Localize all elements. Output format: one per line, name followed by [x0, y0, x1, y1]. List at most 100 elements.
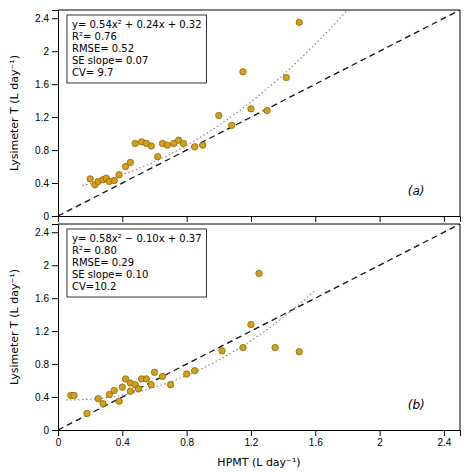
tick-mark [52, 298, 58, 299]
plot-area [58, 224, 460, 430]
tick-label: 0.8 [180, 437, 194, 448]
annotation: SE slope= 0.07 [72, 55, 148, 66]
tick-label: 1.2 [35, 326, 49, 337]
axis-line [59, 431, 461, 437]
tick: 1.2 [35, 326, 58, 337]
point [180, 140, 186, 146]
point [116, 172, 122, 178]
point [71, 392, 77, 398]
tick-label: 0.4 [116, 437, 130, 448]
point [228, 122, 234, 128]
point [248, 106, 254, 112]
point [296, 19, 302, 25]
point [240, 344, 246, 350]
tick-mark [52, 18, 58, 19]
tick: 2.4 [35, 13, 58, 24]
point [264, 107, 270, 113]
tick: 2.4 [35, 227, 58, 238]
point [240, 69, 246, 75]
tick: 1.2 [35, 112, 58, 123]
tick-label: 1.6 [309, 437, 323, 448]
tick-mark [52, 232, 58, 233]
tick-mark [380, 430, 381, 436]
panel: 0 0.4 0.8 1.2 1.6 2 2.4 0 0.4 0.8 1.2 1.6 2 2.4 y= 0.5… [8, 224, 461, 469]
x-axis: 0 0.4 0.8 1.2 1.6 2 2.4 [56, 430, 461, 448]
tick-mark [187, 216, 188, 222]
point [87, 176, 93, 182]
tick-mark [52, 216, 58, 217]
tick-label: 0.4 [35, 178, 49, 189]
annotation: CV= 9.7 [72, 67, 113, 78]
tick-mark [52, 397, 58, 398]
x-axis [59, 216, 461, 222]
tick: 0.4 [35, 392, 58, 403]
point [143, 376, 149, 382]
panel-label: (b) [408, 398, 425, 412]
point [151, 369, 157, 375]
tick [251, 216, 252, 222]
reference-line [58, 224, 460, 430]
tick-label: 0 [56, 437, 62, 448]
annotation: R²= 0.80 [72, 245, 117, 256]
tick: 1.6 [309, 430, 323, 448]
point [183, 371, 189, 377]
point [154, 153, 160, 159]
point [159, 373, 165, 379]
point [164, 142, 170, 148]
tick-mark [52, 51, 58, 52]
point [191, 367, 197, 373]
point [256, 270, 262, 276]
tick: 1.6 [35, 79, 58, 90]
point [216, 112, 222, 118]
point [127, 159, 133, 165]
panel-label: (a) [408, 184, 425, 198]
point [296, 349, 302, 355]
tick: 0 [56, 430, 62, 448]
annotation: y= 0.58x² − 0.10x + 0.37 [72, 233, 202, 244]
tick: 2 [43, 260, 58, 271]
tick-mark [122, 430, 123, 436]
tick: 0 [43, 211, 58, 222]
tick: 0 [43, 425, 58, 436]
point [167, 381, 173, 387]
annotation: RMSE= 0.29 [72, 257, 134, 268]
tick-label: 1.2 [245, 437, 259, 448]
tick: 0.4 [35, 178, 58, 189]
tick-mark [52, 150, 58, 151]
tick: 0.4 [116, 430, 130, 448]
point [100, 400, 106, 406]
point [283, 74, 289, 80]
point [148, 381, 154, 387]
tick-mark [122, 216, 123, 222]
annotation: SE slope= 0.10 [72, 269, 148, 280]
tick-label: 2.4 [437, 437, 451, 448]
tick-mark [52, 84, 58, 85]
tick-label: 1.6 [35, 293, 49, 304]
tick-mark [52, 265, 58, 266]
tick: 0.8 [35, 145, 58, 156]
frame [58, 224, 460, 225]
tick-mark [52, 430, 58, 431]
point [111, 387, 117, 393]
tick: 0.8 [35, 359, 58, 370]
point [248, 321, 254, 327]
frame [460, 224, 461, 430]
tick-label: 2 [43, 260, 49, 271]
tick-mark [315, 430, 316, 436]
y-axis-label: Lysimeter T (L day⁻¹) [8, 55, 21, 171]
tick: 1.6 [35, 293, 58, 304]
tick-mark [251, 430, 252, 436]
tick-mark [444, 430, 445, 436]
axis-line [52, 225, 59, 431]
point [148, 143, 154, 149]
tick-mark [380, 216, 381, 222]
point [116, 398, 122, 404]
tick-label: 2.4 [35, 13, 49, 24]
tick-label: 0.8 [35, 359, 49, 370]
point [272, 344, 278, 350]
tick-label: 2 [377, 437, 383, 448]
tick-mark [52, 364, 58, 365]
point [219, 348, 225, 354]
point [127, 388, 133, 394]
annotation-frame [67, 229, 207, 297]
